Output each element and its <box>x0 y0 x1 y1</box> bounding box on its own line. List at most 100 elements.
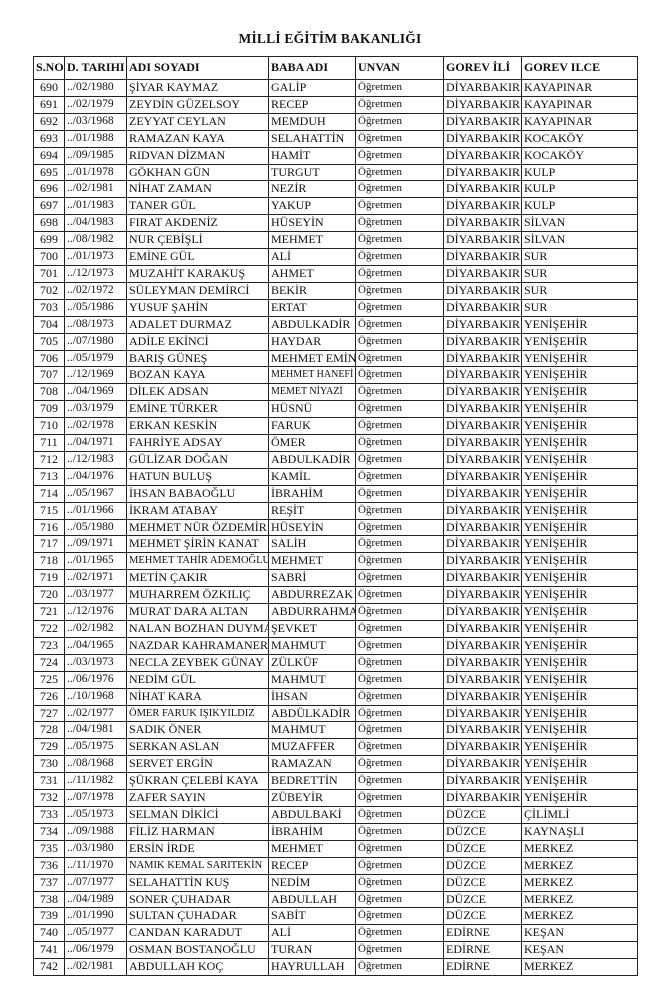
cell-sno: 730 <box>33 755 65 774</box>
cell-sno: 716 <box>33 518 65 537</box>
cell-title: Öğretmen <box>355 467 444 486</box>
table-row: 696 ../02/1981 NİHAT ZAMAN NEZİR Öğretmen DİY… <box>33 180 638 199</box>
cell-title: Öğretmen <box>355 484 444 503</box>
cell-sno: 708 <box>33 383 65 402</box>
cell-birth-date: ../12/1983 <box>64 450 127 469</box>
cell-district: KAYAPINAR <box>521 79 638 97</box>
cell-district: YENİŞEHİR <box>521 434 638 452</box>
table-row: 730 ../08/1968 SERVET ERGİN RAMAZAN Öğretmen… <box>33 755 638 774</box>
cell-sno: 693 <box>33 129 65 148</box>
table-row: 737 ../07/1977 SELAHATTİN KUŞ NEDİM Öğretmen… <box>33 873 638 892</box>
cell-district: YENİŞEHİR <box>521 721 638 740</box>
cell-title: Öğretmen <box>355 907 444 926</box>
cell-sno: 711 <box>33 434 65 452</box>
cell-province: DİYARBAKIR <box>443 721 522 740</box>
cell-sno: 734 <box>33 822 65 841</box>
cell-province: DİYARBAKIR <box>443 755 522 774</box>
cell-district: KOCAKÖY <box>521 129 638 148</box>
cell-full-name: RAMAZAN KAYA <box>126 129 269 148</box>
cell-father-name: HAYDAR <box>268 332 356 351</box>
cell-birth-date: ../05/1979 <box>64 349 127 368</box>
table-row: 691 ../02/1979 ZEYDİN GÜZELSOY RECEP Öğretme… <box>33 95 638 114</box>
cell-birth-date: ../05/1967 <box>64 484 127 503</box>
cell-full-name: MURAT DARA ALTAN <box>126 603 269 621</box>
cell-district: YENİŞEHİR <box>521 569 638 588</box>
table-row: 742 ../02/1981 ABDULLAH KOÇ HAYRULLAH Öğretm… <box>33 958 638 977</box>
table-row: 739 ../01/1990 SULTAN ÇUHADAR SABİT Öğretmen… <box>33 907 638 926</box>
cell-birth-date: ../04/1989 <box>64 890 127 909</box>
cell-district: KULP <box>521 163 638 182</box>
cell-district: SUR <box>521 281 638 300</box>
cell-father-name: ABDURREZAK <box>268 586 356 605</box>
cell-district: YENİŞEHİR <box>521 603 638 621</box>
cell-birth-date: ../03/1968 <box>64 112 127 131</box>
cell-birth-date: ../02/1971 <box>64 569 127 588</box>
cell-title: Öğretmen <box>355 890 444 909</box>
cell-sno: 725 <box>33 670 65 689</box>
cell-full-name: SULTAN ÇUHADAR <box>126 907 269 926</box>
cell-province: DİYARBAKIR <box>443 163 522 182</box>
cell-title: Öğretmen <box>355 687 444 706</box>
cell-district: MERKEZ <box>521 856 638 875</box>
cell-province: DÜZCE <box>443 873 522 892</box>
cell-title: Öğretmen <box>355 603 444 621</box>
cell-sno: 729 <box>33 738 65 757</box>
cell-province: DİYARBAKIR <box>443 484 522 503</box>
table-row: 738 ../04/1989 SONER ÇUHADAR ABDULLAH Öğretm… <box>33 890 638 909</box>
table-row: 697 ../01/1983 TANER GÜL YAKUP Öğretmen DİYAR… <box>33 197 638 216</box>
cell-father-name: HAYRULLAH <box>268 958 356 977</box>
cell-birth-date: ../01/1965 <box>64 552 127 571</box>
cell-district: YENİŞEHİR <box>521 400 638 419</box>
table-row: 692 ../03/1968 ZEYYAT CEYLAN MEMDUH Öğretmen… <box>33 112 638 131</box>
cell-birth-date: ../01/1988 <box>64 129 127 148</box>
cell-district: YENİŞEHİR <box>521 450 638 469</box>
cell-district: YENİŞEHİR <box>521 315 638 334</box>
cell-birth-date: ../02/1982 <box>64 620 127 638</box>
cell-full-name: EMİNE TÜRKER <box>126 400 269 419</box>
cell-full-name: SADIK ÖNER <box>126 721 269 740</box>
cell-father-name: MUZAFFER <box>268 738 356 757</box>
cell-full-name: ERKAN KESKİN <box>126 417 269 436</box>
table-row: 728 ../04/1981 SADIK ÖNER MAHMUT Öğretmen DİY… <box>33 721 638 740</box>
table-body: 690 ../02/1980 ŞİYAR KAYMAZ GALİP Öğretmen Dİ… <box>33 79 638 977</box>
table-row: 717 ../09/1971 MEHMET ŞİRİN KANAT SALİH Öğre… <box>33 535 638 554</box>
table-row: 694 ../09/1985 RIDVAN DİZMAN HAMİT Öğretmen D… <box>33 146 638 165</box>
cell-sno: 703 <box>33 298 65 317</box>
cell-birth-date: ../12/1976 <box>64 603 127 621</box>
table-row: 702 ../02/1972 SÜLEYMAN DEMİRCİ BEKİR Öğretm… <box>33 281 638 300</box>
cell-title: Öğretmen <box>355 264 444 283</box>
cell-father-name: MAHMUT <box>268 636 356 655</box>
table-row: 715 ../01/1966 İKRAM ATABAY REŞİT Öğretmen Dİ… <box>33 501 638 520</box>
cell-title: Öğretmen <box>355 755 444 774</box>
cell-district: YENİŞEHİR <box>521 484 638 503</box>
cell-father-name: MEMET NİYAZİ <box>268 383 356 402</box>
cell-district: YENİŞEHİR <box>521 755 638 774</box>
cell-title: Öğretmen <box>355 721 444 740</box>
cell-birth-date: ../02/1972 <box>64 281 127 300</box>
cell-district: MERKEZ <box>521 839 638 858</box>
cell-district: YENİŞEHİR <box>521 349 638 368</box>
cell-father-name: ABDULBAKİ <box>268 805 356 824</box>
cell-birth-date: ../06/1976 <box>64 670 127 689</box>
cell-father-name: ABDURRAHMAN <box>268 603 356 621</box>
table-row: 723 ../04/1965 NAZDAR KAHRAMANER MAHMUT Öğre… <box>33 636 638 655</box>
cell-father-name: MEHMET <box>268 839 356 858</box>
cell-title: Öğretmen <box>355 129 444 148</box>
cell-province: DİYARBAKIR <box>443 129 522 148</box>
cell-full-name: METİN ÇAKIR <box>126 569 269 588</box>
cell-sno: 695 <box>33 163 65 182</box>
cell-birth-date: ../04/1976 <box>64 467 127 486</box>
cell-district: YENİŞEHİR <box>521 501 638 520</box>
cell-birth-date: ../04/1965 <box>64 636 127 655</box>
cell-province: DİYARBAKIR <box>443 789 522 807</box>
cell-father-name: HÜSNÜ <box>268 400 356 419</box>
cell-sno: 696 <box>33 180 65 199</box>
table-row: 698 ../04/1983 FIRAT AKDENİZ HÜSEYİN Öğretme… <box>33 214 638 233</box>
cell-title: Öğretmen <box>355 620 444 638</box>
cell-district: YENİŞEHİR <box>521 383 638 402</box>
cell-birth-date: ../08/1982 <box>64 231 127 250</box>
cell-father-name: YAKUP <box>268 197 356 216</box>
cell-title: Öğretmen <box>355 332 444 351</box>
cell-full-name: SONER ÇUHADAR <box>126 890 269 909</box>
cell-sno: 733 <box>33 805 65 824</box>
